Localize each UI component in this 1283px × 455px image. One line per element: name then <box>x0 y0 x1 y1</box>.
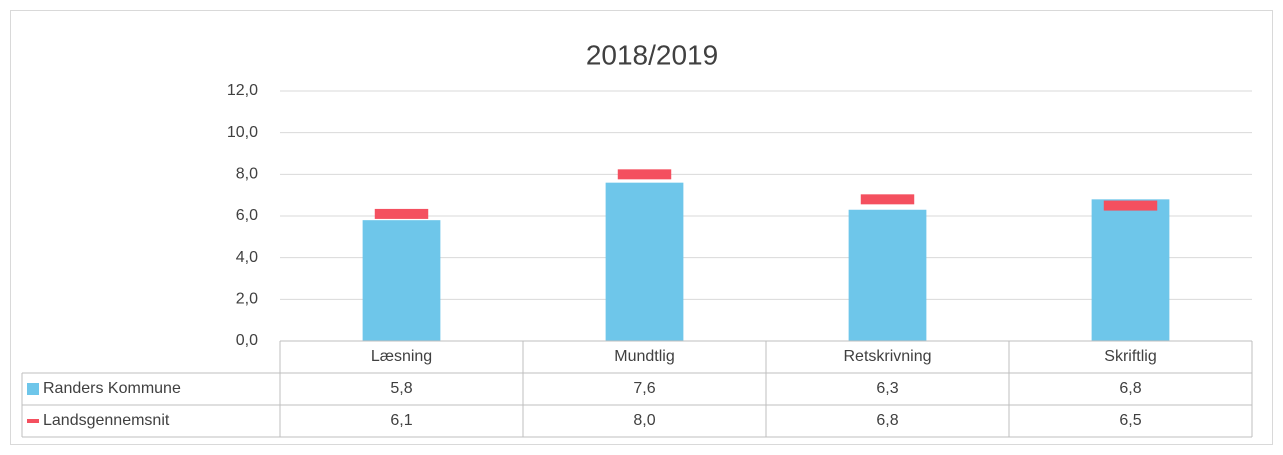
x-tick-label: Læsning <box>371 348 432 365</box>
y-tick-label: 0,0 <box>236 332 258 349</box>
bar <box>848 209 927 341</box>
bar <box>1091 199 1170 341</box>
table-value: 6,5 <box>1119 412 1141 429</box>
table-value: 6,1 <box>390 412 412 429</box>
legend-label: Randers Kommune <box>43 380 181 397</box>
chart-title: 2018/2019 <box>586 39 718 70</box>
y-tick-label: 12,0 <box>227 82 258 99</box>
x-tick-label: Skriftlig <box>1104 348 1156 365</box>
legend-key <box>27 419 39 423</box>
table-value: 5,8 <box>390 380 412 397</box>
y-tick-label: 2,0 <box>236 291 258 308</box>
table-value: 6,8 <box>876 412 898 429</box>
y-tick-label: 10,0 <box>227 124 258 141</box>
table-value: 6,3 <box>876 380 898 397</box>
y-tick-label: 4,0 <box>236 249 258 266</box>
y-tick-label: 8,0 <box>236 166 258 183</box>
legend-key <box>27 383 39 395</box>
x-tick-label: Mundtlig <box>614 348 674 365</box>
bar <box>362 220 441 341</box>
marker <box>860 194 915 205</box>
legend-label: Landsgennemsnit <box>43 412 170 429</box>
table-value: 6,8 <box>1119 380 1141 397</box>
y-tick-label: 6,0 <box>236 207 258 224</box>
marker <box>1103 200 1158 211</box>
x-tick-label: Retskrivning <box>843 348 931 365</box>
marker <box>374 208 429 219</box>
marker <box>617 169 672 180</box>
table-value: 7,6 <box>633 380 655 397</box>
bar <box>605 182 684 341</box>
table-value: 8,0 <box>633 412 655 429</box>
